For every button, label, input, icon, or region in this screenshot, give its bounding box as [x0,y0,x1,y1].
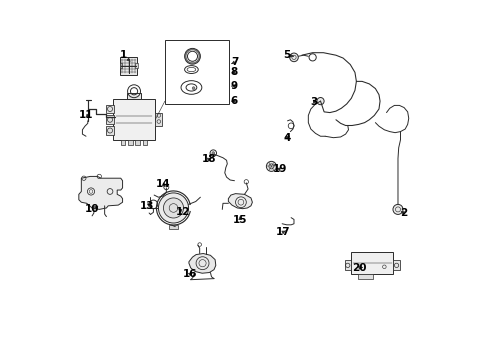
Circle shape [316,98,324,105]
Text: 3: 3 [309,97,317,107]
Text: 11: 11 [79,111,93,121]
Bar [121,140,125,145]
Text: 7: 7 [230,57,238,67]
Text: 14: 14 [155,179,170,189]
Bar [135,63,137,68]
Text: 20: 20 [351,263,366,273]
Text: 19: 19 [273,164,287,174]
Text: 9: 9 [230,81,238,91]
Circle shape [211,152,214,154]
Bar [120,63,122,68]
Circle shape [392,204,402,215]
Bar [169,225,178,229]
Polygon shape [188,253,215,273]
Circle shape [266,161,276,171]
Text: 16: 16 [183,269,197,279]
Bar [344,260,350,270]
Bar [128,140,132,145]
Text: 10: 10 [84,204,99,215]
Polygon shape [228,194,252,209]
Bar [126,93,141,99]
Circle shape [289,53,298,62]
Bar [106,116,113,124]
Text: 5: 5 [283,50,293,60]
Circle shape [192,87,195,90]
Bar [357,274,372,279]
Bar [155,113,162,126]
Bar [164,40,229,104]
Text: 4: 4 [283,133,290,143]
Bar [113,99,155,140]
Text: 6: 6 [230,96,238,106]
Bar [106,126,113,135]
Text: 1: 1 [120,50,130,61]
Bar [120,57,137,75]
Text: 18: 18 [201,154,215,164]
Bar [135,140,140,145]
Text: 12: 12 [175,207,190,217]
Text: 2: 2 [400,208,407,218]
Circle shape [158,193,188,223]
Bar [106,105,113,113]
Text: 13: 13 [140,201,154,211]
Text: 8: 8 [230,67,238,77]
Bar [350,252,392,274]
Bar [142,140,147,145]
Circle shape [163,198,183,218]
Text: 17: 17 [275,227,290,237]
Text: 15: 15 [232,215,247,225]
Bar [392,260,399,270]
Polygon shape [79,176,122,210]
